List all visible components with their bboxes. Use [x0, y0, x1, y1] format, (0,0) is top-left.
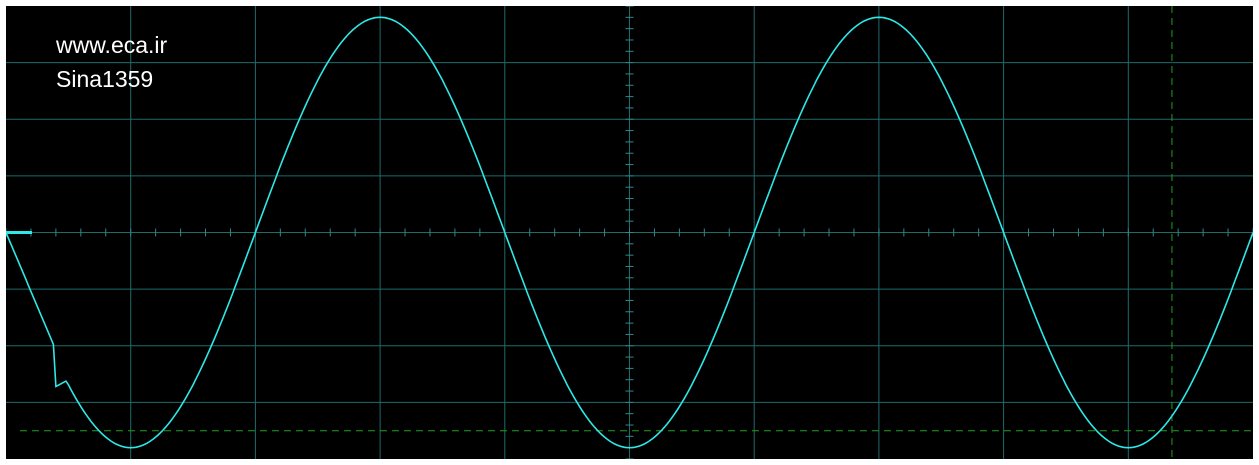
oscilloscope-screen: www.eca.ir Sina1359 [6, 6, 1253, 459]
waveform-display [6, 6, 1253, 459]
watermark-url: www.eca.ir [56, 32, 168, 58]
cursor-lines [20, 6, 1253, 459]
watermark-username: Sina1359 [56, 66, 154, 92]
ground-level-marker [6, 231, 32, 234]
channel-trace [6, 16, 1253, 449]
